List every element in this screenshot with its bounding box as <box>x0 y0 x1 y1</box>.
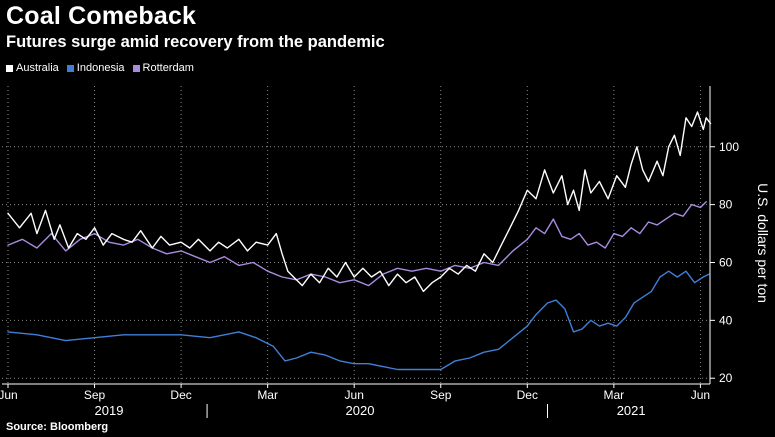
x-tick-label: Jun <box>0 388 18 402</box>
y-tick-label: 20 <box>719 371 733 385</box>
legend-swatch-australia <box>6 64 13 72</box>
legend-label-rotterdam: Rotterdam <box>142 62 194 74</box>
chart-source: Source: Bloomberg <box>6 421 109 433</box>
legend-item-australia: Australia <box>6 62 59 74</box>
y-axis-title: U.S. dollars per ton <box>755 183 771 303</box>
series-line-indonesia <box>7 270 710 371</box>
x-tick-label: Jun <box>345 388 364 402</box>
chart-legend: Australia Indonesia Rotterdam <box>6 62 202 74</box>
x-tick-label: Mar <box>257 388 278 402</box>
x-tick-label: Jun <box>691 388 710 402</box>
year-label: 2020 <box>346 403 375 418</box>
year-label: 2021 <box>617 403 646 418</box>
legend-swatch-indonesia <box>66 64 74 72</box>
series-line-rotterdam <box>7 201 707 287</box>
y-tick-label: 40 <box>719 313 733 327</box>
year-label: 2019 <box>95 403 124 418</box>
y-tick-label: 60 <box>719 255 733 269</box>
x-tick-label: Dec <box>517 388 538 402</box>
legend-label-indonesia: Indonesia <box>76 62 125 74</box>
y-tick-label: 100 <box>719 140 739 154</box>
legend-label-australia: Australia <box>16 62 59 74</box>
x-tick-label: Sep <box>84 388 106 402</box>
series-line-australia <box>7 111 712 293</box>
chart-subtitle: Futures surge amid recovery from the pan… <box>6 33 385 51</box>
x-tick-label: Dec <box>170 388 191 402</box>
y-tick-label: 80 <box>719 198 733 212</box>
chart-title: Coal Comeback <box>6 2 197 30</box>
x-tick-label: Mar <box>604 388 625 402</box>
legend-swatch-rotterdam <box>132 64 140 72</box>
legend-item-rotterdam: Rotterdam <box>132 62 194 74</box>
x-tick-label: Sep <box>430 388 452 402</box>
legend-item-indonesia: Indonesia <box>66 62 125 74</box>
